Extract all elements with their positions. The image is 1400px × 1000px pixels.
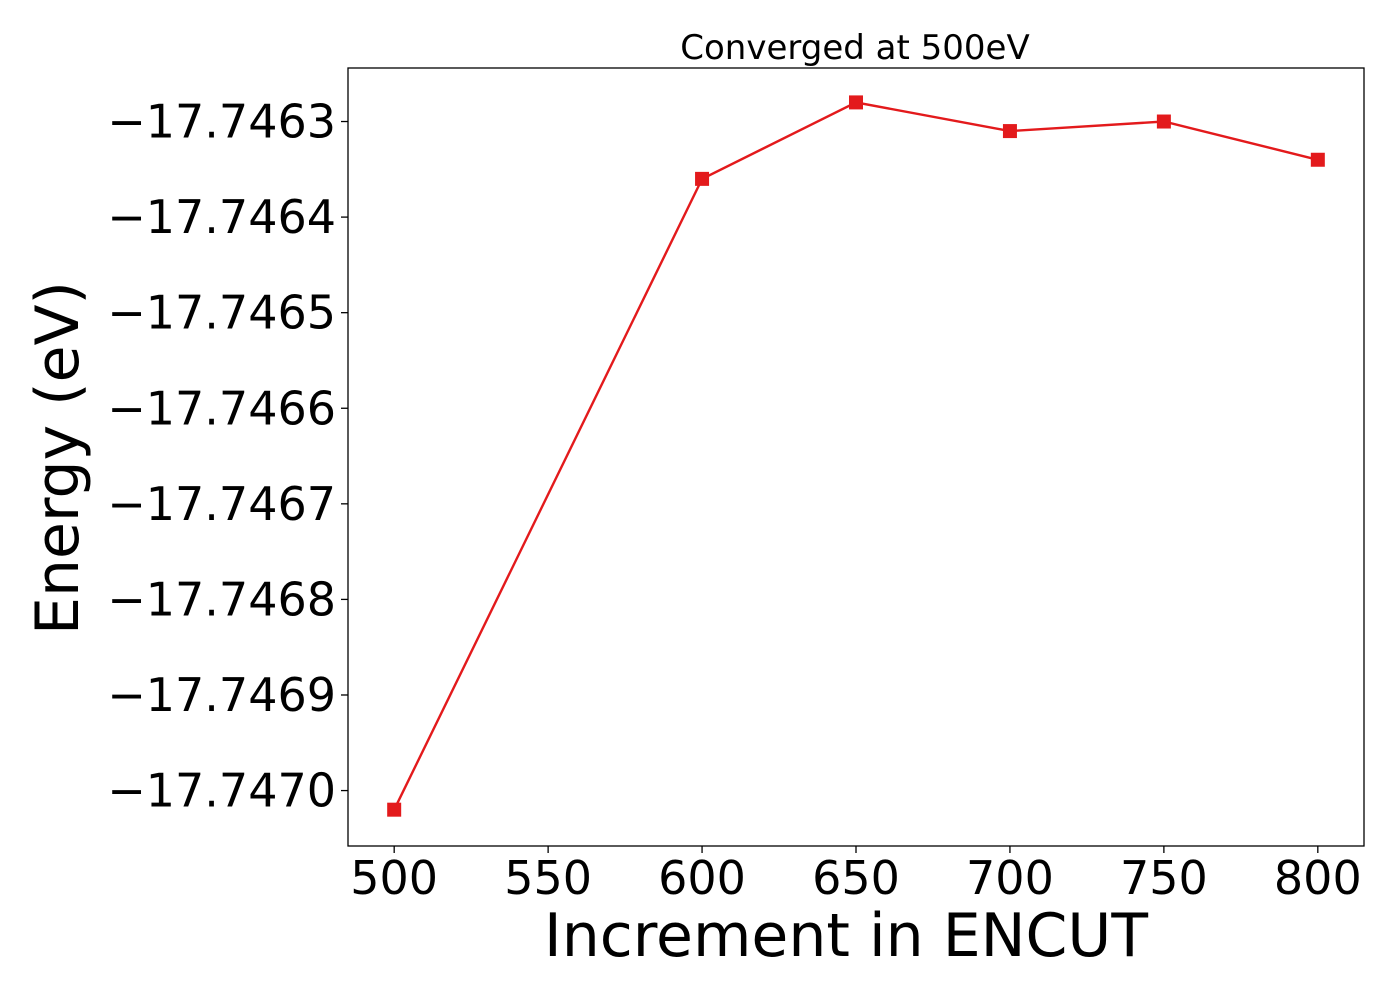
x-axis-title: Increment in ENCUT (544, 901, 1148, 971)
series-line (393, 101, 1319, 811)
x-tick-label: 600 (658, 851, 746, 905)
data-point-marker (1310, 152, 1325, 167)
y-tick-label: −17.7466 (107, 381, 336, 435)
y-tick-label: −17.7463 (107, 95, 336, 149)
y-tick-label: −17.7469 (107, 668, 336, 722)
data-point-marker (849, 95, 863, 110)
data-point-marker (695, 171, 710, 186)
y-tick-label: −17.7468 (107, 572, 336, 626)
data-point-marker (1002, 124, 1017, 139)
x-tick-label: 800 (1274, 851, 1362, 905)
data-point-marker (1156, 114, 1171, 129)
y-axis-ticks: −17.7463 −17.7464 −17.7465 −17.7466 −17.7467… (107, 95, 348, 818)
y-tick-label: −17.7467 (107, 477, 336, 531)
x-tick-label: 500 (350, 851, 438, 905)
plot-area-frame (347, 67, 1365, 847)
x-tick-label: 550 (504, 851, 592, 905)
y-axis-title: Energy (eV) (23, 281, 93, 635)
y-tick-label: −17.7470 (107, 764, 336, 818)
chart-title: Converged at 500eV (680, 28, 1029, 68)
y-tick-label: −17.7464 (107, 190, 336, 244)
series-layer (387, 95, 1325, 817)
y-tick-label: −17.7465 (107, 286, 336, 340)
x-tick-label: 650 (812, 851, 900, 905)
x-tick-label: 750 (1120, 851, 1208, 905)
x-axis-ticks: 500 550 600 650 700 750 800 (350, 846, 1362, 905)
x-tick-label: 700 (966, 851, 1054, 905)
data-point-marker (387, 802, 402, 817)
